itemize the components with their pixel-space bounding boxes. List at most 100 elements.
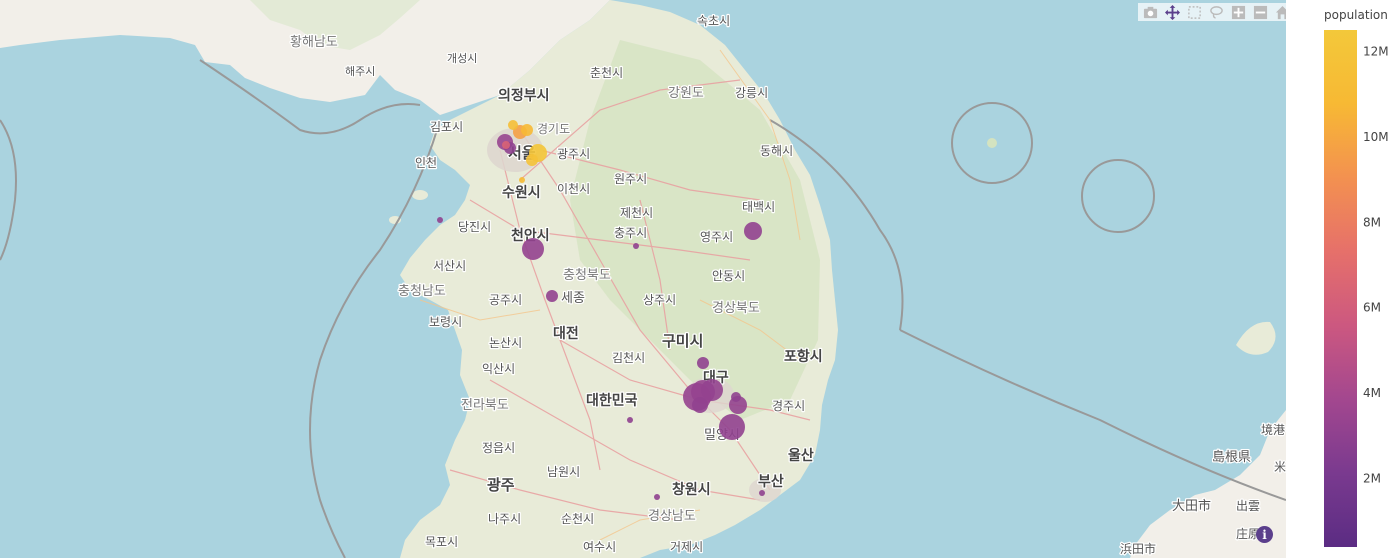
place-label-nonsan: 논산시 [489, 336, 522, 350]
scatter-point[interactable] [701, 379, 723, 401]
place-label-tsuwano: 庄原 [1236, 526, 1260, 541]
place-label-chungbuk: 충청북도 [563, 268, 611, 283]
scatter-point[interactable] [744, 222, 762, 240]
place-label-jeonbuk: 전라북도 [461, 398, 509, 413]
scatter-point[interactable] [627, 417, 633, 423]
place-label-sakaiminato: 境港 [1261, 422, 1285, 437]
colorbar-tick-label: 2M [1363, 472, 1381, 486]
place-label-namwon: 남원시 [547, 465, 580, 479]
place-label-shimane: 島根県 [1212, 450, 1251, 465]
scatter-point[interactable] [697, 357, 709, 369]
colorbar: population 12M 10M 8M 6M 4M 2M [1286, 0, 1400, 558]
place-label-gwangju_gg: 광주시 [557, 147, 590, 161]
place-label-gimcheon: 김천시 [612, 350, 645, 365]
place-label-yeosu: 여수시 [583, 540, 616, 554]
camera-icon[interactable] [1140, 3, 1160, 21]
place-label-gangwon: 강원도 [668, 86, 704, 101]
place-label-suwon: 수원시 [502, 185, 541, 201]
urban-busan [749, 478, 781, 502]
place-label-gongju: 공주시 [489, 293, 522, 307]
place-label-donghae: 동해시 [760, 144, 793, 158]
colorbar-scale: 12M 10M 8M 6M 4M 2M [1324, 30, 1389, 547]
place-label-dangjin: 당진시 [458, 220, 491, 234]
place-label-kaesong: 개성시 [447, 52, 477, 65]
scatter-point[interactable] [654, 494, 660, 500]
scatter-point[interactable] [508, 120, 518, 130]
scatter-points[interactable] [437, 120, 765, 500]
place-label-busan: 부산 [758, 473, 784, 490]
scatter-point[interactable] [546, 290, 558, 302]
scatter-point[interactable] [521, 124, 533, 136]
place-label-sangju: 상주시 [643, 293, 676, 307]
map-canvas[interactable]: 황해남도 해주시 개성시 의정부시 춘천시 속초시 강원도 강릉시 김포시 경기도 서울 광주시 인천 원… [0, 0, 1286, 558]
eez-ulleung [951, 102, 1033, 184]
place-label-naju: 나주시 [488, 512, 521, 526]
colorbar-gradient [1324, 30, 1357, 547]
scatter-point[interactable] [719, 414, 745, 440]
boundary-line [899, 329, 1286, 501]
scatter-point[interactable] [437, 217, 443, 223]
boundary-line [769, 119, 904, 331]
place-label-mokpo: 목포시 [425, 535, 458, 549]
place-label-pohang: 포항시 [784, 348, 823, 365]
boundary-line [309, 119, 441, 558]
scatter-point[interactable] [502, 141, 510, 149]
place-label-iksan: 익산시 [482, 362, 515, 376]
ulleungdo [987, 138, 997, 148]
place-label-wonju: 원주시 [614, 172, 647, 186]
colorbar-tick-label: 10M [1363, 130, 1389, 144]
land-japan [1130, 410, 1286, 558]
boundary-line [0, 119, 17, 261]
scatter-point[interactable] [692, 397, 708, 413]
place-label-cheonan: 천안시 [511, 227, 550, 244]
pan-icon[interactable] [1162, 3, 1182, 21]
place-label-geoje: 거제시 [670, 540, 703, 554]
colorbar-tick-label: 12M [1363, 44, 1389, 58]
scatter-point[interactable] [519, 177, 525, 183]
place-label-boryeong: 보령시 [429, 315, 462, 329]
colorbar-tick-label: 8M [1363, 215, 1381, 229]
scatter-point[interactable] [633, 243, 639, 249]
place-label-chuncheon: 춘천시 [590, 65, 623, 80]
home-icon[interactable] [1272, 3, 1292, 21]
place-label-hamada: 浜田市 [1120, 541, 1156, 556]
info-icon[interactable]: i [1256, 526, 1273, 543]
landcover-forest [570, 40, 820, 420]
scatter-point[interactable] [759, 490, 765, 496]
colorbar-title: population [1324, 8, 1388, 22]
place-label-taebaek: 태백시 [742, 200, 775, 214]
place-label-chungnam: 충청남도 [398, 284, 446, 299]
place-label-haeju: 해주시 [345, 64, 375, 78]
place-label-uijeongbu: 의정부시 [498, 87, 550, 104]
box-select-icon[interactable] [1184, 3, 1204, 21]
colorbar-tick-label: 4M [1363, 386, 1381, 400]
place-label-gwangju: 광주 [487, 476, 515, 494]
scatter-point[interactable] [526, 154, 538, 166]
place-label-gyeonggi: 경기도 [537, 122, 570, 136]
place-label-chungju: 충주시 [614, 226, 647, 240]
place-label-jeongeup: 정읍시 [482, 441, 515, 455]
road-secondary [419, 49, 801, 541]
zoom-out-icon[interactable] [1250, 3, 1270, 21]
place-label-gyeongbuk: 경상북도 [712, 301, 760, 316]
zoom-in-icon[interactable] [1228, 3, 1248, 21]
place-label-changwon: 창원시 [672, 481, 711, 498]
scatter-point[interactable] [731, 392, 741, 402]
oki-islands [1236, 321, 1276, 355]
scatter-point[interactable] [522, 238, 544, 260]
boundary-line [199, 59, 421, 135]
place-label-izumo: 出雲 [1236, 499, 1260, 513]
place-label-suncheon: 순천시 [561, 511, 594, 526]
place-label-ota: 大田市 [1172, 498, 1211, 514]
place-label-korea: 대한민국 [586, 392, 638, 409]
place-label-andong: 안동시 [712, 269, 745, 283]
landcover-nk [250, 0, 420, 50]
place-label-seosan: 서산시 [433, 259, 466, 273]
place-label-gyeongnam: 경상남도 [648, 509, 696, 524]
colorbar-tick-label: 6M [1363, 301, 1381, 315]
lasso-icon[interactable] [1206, 3, 1226, 21]
place-label-gyeongju: 경주시 [772, 399, 805, 413]
place-label-daejeon: 대전 [553, 325, 579, 342]
